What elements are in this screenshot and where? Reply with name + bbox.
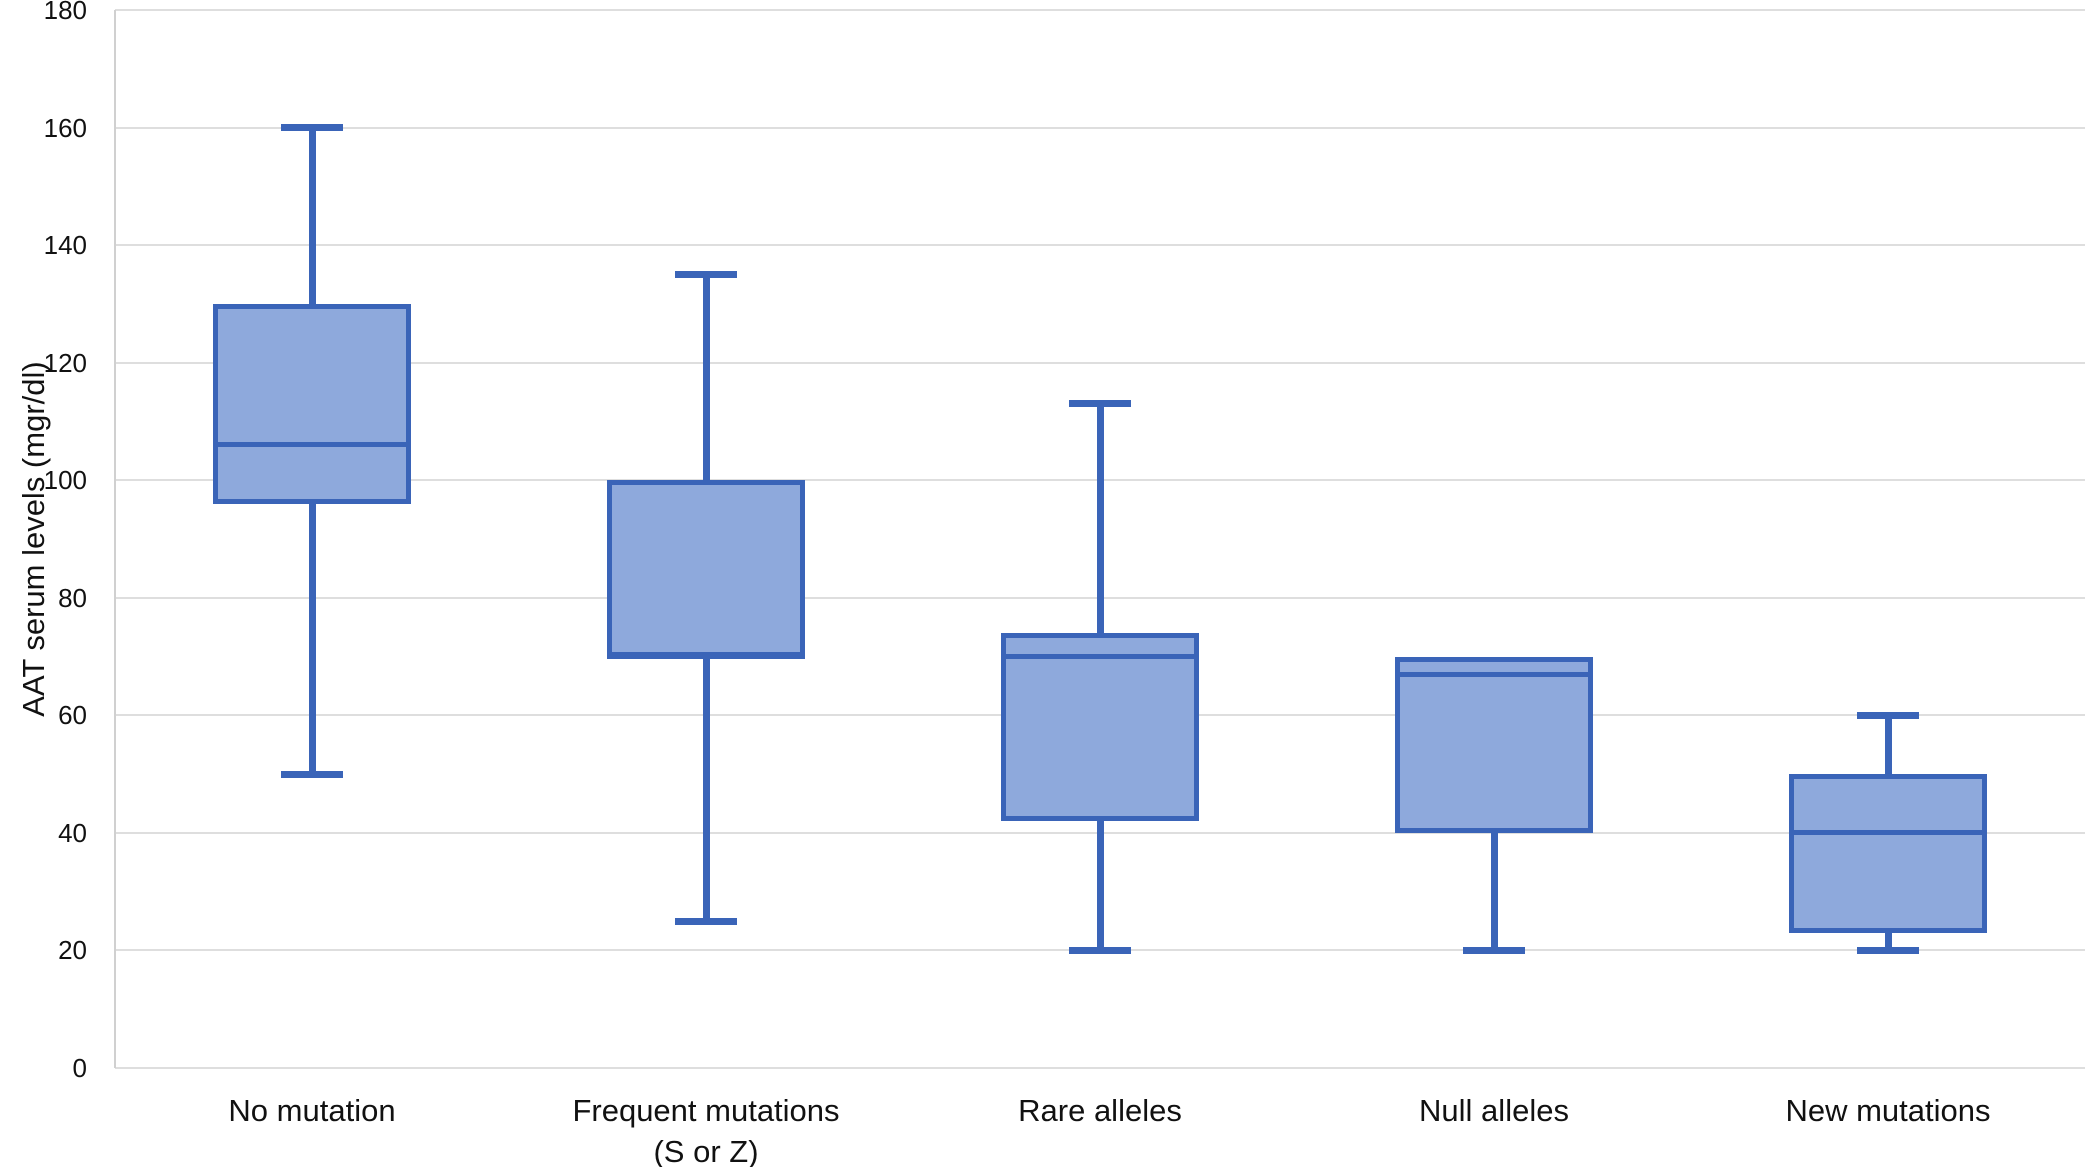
lower-whisker-cap — [1069, 946, 1131, 954]
y-tick-label: 140 — [43, 230, 87, 261]
h-gridline — [115, 361, 2085, 364]
y-axis-line — [114, 10, 116, 1068]
x-category-label: Frequent mutations (S or Z) — [476, 1090, 936, 1167]
lower-whisker-cap — [1857, 946, 1919, 954]
x-category-label: New mutations — [1658, 1090, 2091, 1131]
lower-whisker-line — [1490, 832, 1498, 951]
lower-whisker-line — [702, 656, 710, 922]
y-tick-label: 160 — [43, 112, 87, 143]
box-rect — [1001, 633, 1199, 822]
median-line — [213, 442, 411, 448]
upper-whisker-cap — [1069, 400, 1131, 408]
y-tick-label: 60 — [58, 700, 87, 731]
upper-whisker-line — [702, 274, 710, 481]
y-tick-label: 100 — [43, 465, 87, 496]
y-tick-label: 180 — [43, 0, 87, 25]
h-gridline — [115, 244, 2085, 247]
x-category-label-line: New mutations — [1785, 1093, 1991, 1128]
x-category-label-line: Null alleles — [1419, 1093, 1569, 1128]
median-line — [1001, 654, 1199, 660]
y-axis-title: AAT serum levels (mgr/dl) — [16, 361, 51, 717]
upper-whisker-cap — [1857, 711, 1919, 719]
h-gridline — [115, 1067, 2085, 1069]
h-gridline — [115, 126, 2085, 129]
median-line — [1395, 671, 1593, 677]
upper-whisker-line — [1096, 403, 1104, 634]
lower-whisker-cap — [1463, 946, 1525, 954]
lower-whisker-cap — [281, 770, 343, 778]
median-line — [1789, 830, 1987, 836]
lower-whisker-line — [1096, 821, 1104, 951]
h-gridline — [115, 9, 2085, 11]
lower-whisker-line — [308, 503, 316, 775]
box-rect — [607, 480, 805, 657]
x-category-label: Rare alleles — [870, 1090, 1330, 1131]
y-tick-label: 120 — [43, 347, 87, 378]
x-category-label-line: (S or Z) — [653, 1134, 759, 1167]
x-category-label: Null alleles — [1264, 1090, 1724, 1131]
x-category-label: No mutation — [82, 1090, 542, 1131]
y-tick-label: 20 — [58, 935, 87, 966]
y-tick-label: 40 — [58, 817, 87, 848]
box-rect — [213, 303, 411, 504]
median-line — [607, 654, 805, 660]
box-rect — [1789, 774, 1987, 933]
upper-whisker-line — [1884, 715, 1892, 775]
lower-whisker-cap — [675, 917, 737, 925]
x-category-label-line: Frequent mutations — [572, 1093, 840, 1128]
x-category-label-line: Rare alleles — [1018, 1093, 1182, 1128]
upper-whisker-line — [308, 127, 316, 304]
y-tick-label: 80 — [58, 582, 87, 613]
box-rect — [1395, 656, 1593, 833]
upper-whisker-cap — [281, 124, 343, 132]
x-category-label-line: No mutation — [228, 1093, 396, 1128]
y-tick-label: 0 — [72, 1053, 87, 1083]
upper-whisker-cap — [675, 271, 737, 278]
lower-whisker-line — [1884, 932, 1892, 951]
